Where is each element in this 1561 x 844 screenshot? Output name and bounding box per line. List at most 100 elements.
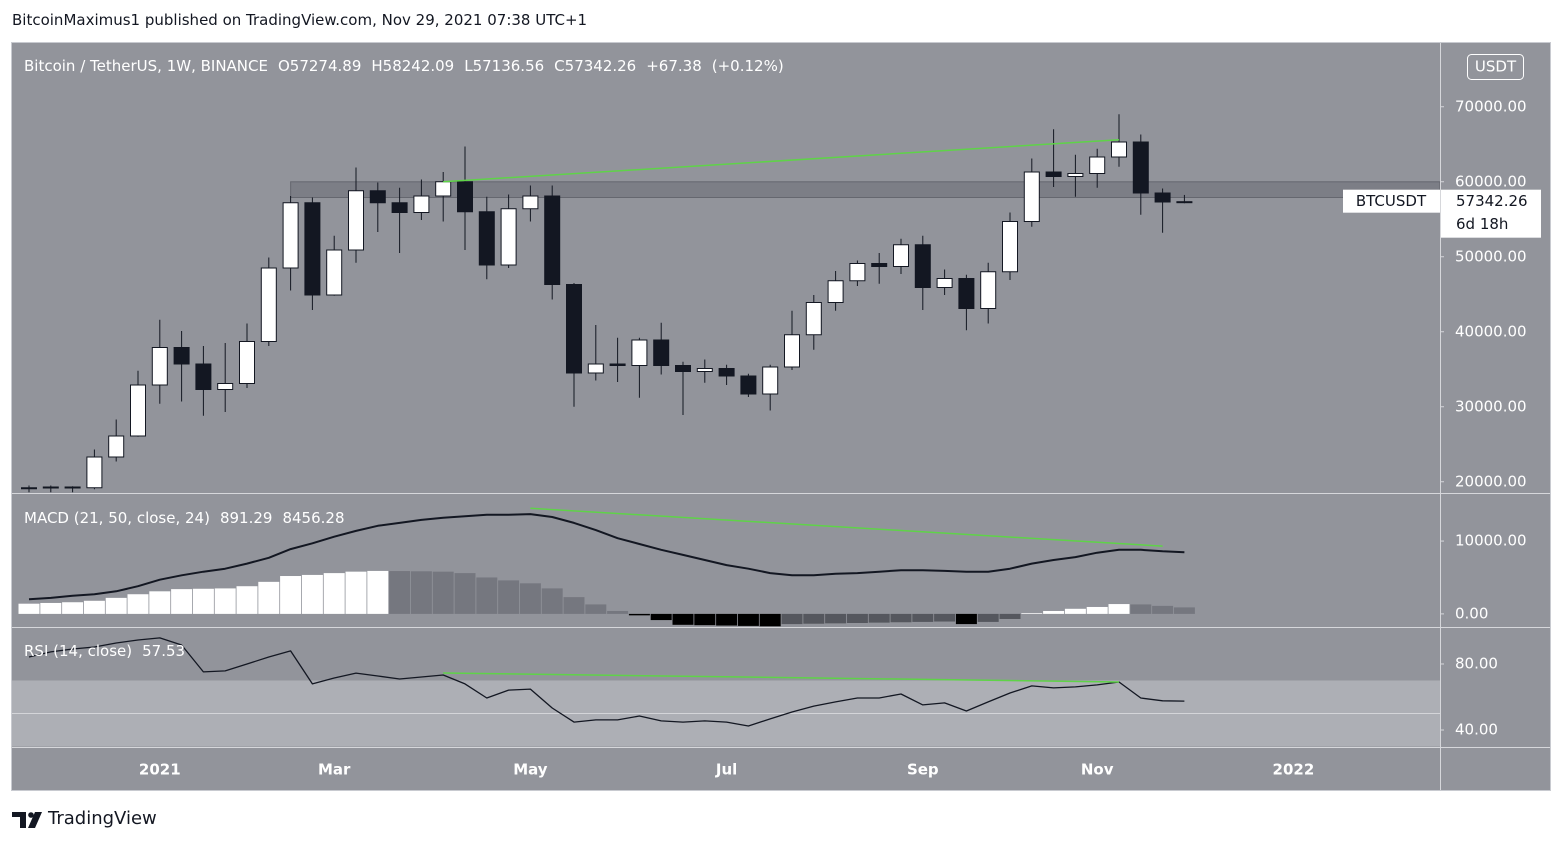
- histogram-bar: [977, 613, 999, 622]
- x-tick-label: Nov: [1081, 761, 1114, 779]
- candle-body: [893, 244, 909, 267]
- candle-body: [348, 190, 364, 251]
- histogram-bar: [781, 613, 803, 625]
- candle-body: [42, 486, 59, 489]
- macd-title: MACD (21, 50, close, 24): [24, 509, 210, 527]
- histogram-bar: [803, 613, 825, 624]
- histogram-bar: [236, 586, 258, 614]
- candle-body: [871, 263, 888, 267]
- histogram-bar: [846, 613, 868, 623]
- histogram-bar: [737, 613, 759, 626]
- price-tag: [1441, 189, 1541, 238]
- symbol-tag: [1343, 189, 1440, 213]
- histogram-bar: [410, 571, 432, 614]
- x-tick-label: Jul: [715, 761, 737, 779]
- open-value: 57274.89: [289, 57, 362, 75]
- candle-body: [740, 375, 757, 395]
- trend-line: [443, 672, 1120, 683]
- histogram-bar: [825, 613, 847, 624]
- y-tick-label: 30000.00: [1455, 397, 1527, 415]
- price-tag: BTCUSDT 57342.26 6d 18h: [1343, 189, 1541, 238]
- ohlc-letter: H: [371, 57, 383, 75]
- candle-body: [130, 384, 146, 437]
- symbol-tag-label: BTCUSDT: [1356, 192, 1427, 210]
- candle-body: [566, 284, 582, 374]
- candle-body: [86, 456, 103, 489]
- histogram-bar: [1130, 604, 1152, 614]
- candle-body: [784, 334, 800, 368]
- y-tick-label: 80.00: [1455, 654, 1498, 672]
- candle-body: [653, 339, 670, 366]
- macd-legend: MACD (21, 50, close, 24) 891.29 8456.28: [24, 508, 344, 528]
- histogram-bar: [1173, 607, 1195, 614]
- macd-line: [28, 513, 1185, 601]
- trend-line: [443, 139, 1120, 183]
- candle-body: [457, 181, 473, 213]
- candle-body: [369, 190, 386, 204]
- ohlc-letter: O: [277, 57, 290, 75]
- histogram-bar: [454, 573, 476, 614]
- rsi-line: [28, 637, 1185, 727]
- histogram-bar: [585, 604, 607, 614]
- histogram-bar: [476, 577, 498, 614]
- ohlc-letter: C: [554, 57, 565, 75]
- candle-body: [980, 271, 997, 309]
- y-tick-label: 10000.00: [1455, 532, 1527, 550]
- x-tick-label: 2021: [139, 761, 181, 779]
- candle-body: [1132, 141, 1149, 194]
- x-tick-label: 2022: [1273, 761, 1315, 779]
- x-tick-label: May: [513, 761, 548, 779]
- candle-body: [675, 365, 691, 372]
- candle-body: [936, 278, 953, 288]
- currency-box[interactable]: [1467, 54, 1524, 80]
- candle-body: [326, 249, 343, 296]
- candle-body: [173, 347, 190, 365]
- candle-body: [827, 280, 844, 303]
- y-tick-label: 20000.00: [1455, 472, 1527, 490]
- candle-body: [914, 244, 931, 288]
- candle-body: [1111, 141, 1127, 158]
- candle-body: [108, 435, 125, 458]
- histogram-bar: [18, 603, 40, 614]
- candle-body: [195, 363, 212, 390]
- candle-body: [151, 347, 168, 386]
- histogram-bar: [1108, 604, 1130, 614]
- histogram-bar: [955, 613, 977, 625]
- low-value: 57136.56: [472, 57, 545, 75]
- rsi-value: 57.53: [142, 642, 186, 660]
- publish-header: BitcoinMaximus1 published on TradingView…: [12, 11, 588, 29]
- histogram-bar: [868, 613, 890, 623]
- histogram-bar: [890, 613, 912, 623]
- candle-body: [260, 267, 277, 342]
- candle-body: [1154, 192, 1171, 203]
- footer-brand: TradingView: [48, 808, 157, 829]
- candle-body: [500, 208, 517, 266]
- rsi-legend: RSI (14, close) 57.53: [24, 641, 185, 661]
- countdown: 6d 18h: [1456, 215, 1508, 233]
- price-zone: [290, 181, 1440, 198]
- candle-body: [435, 181, 452, 197]
- histogram-bar: [62, 602, 84, 614]
- histogram-bar: [127, 594, 149, 614]
- price-legend: Bitcoin / TetherUS, 1W, BINANCE O57274.89…: [24, 56, 784, 76]
- histogram-bar: [934, 613, 956, 622]
- candle-body: [21, 487, 37, 490]
- candle-body: [522, 195, 539, 210]
- candle-body: [958, 278, 975, 309]
- candle-body: [391, 202, 408, 213]
- histogram-bar: [498, 580, 520, 614]
- histogram-bar: [1086, 606, 1108, 614]
- histogram-bar: [149, 591, 171, 614]
- histogram-bar: [280, 576, 302, 614]
- histogram-bar: [192, 588, 214, 614]
- rsi-background: [12, 680, 1440, 747]
- candle-body: [413, 195, 430, 213]
- chart-background: [11, 42, 1551, 791]
- currency-label[interactable]: USDT: [1475, 58, 1517, 76]
- candle-body: [282, 202, 299, 269]
- price-tag-value: 57342.26: [1456, 192, 1528, 210]
- y-tick-label: 40.00: [1455, 720, 1498, 738]
- histogram-bar: [541, 588, 563, 614]
